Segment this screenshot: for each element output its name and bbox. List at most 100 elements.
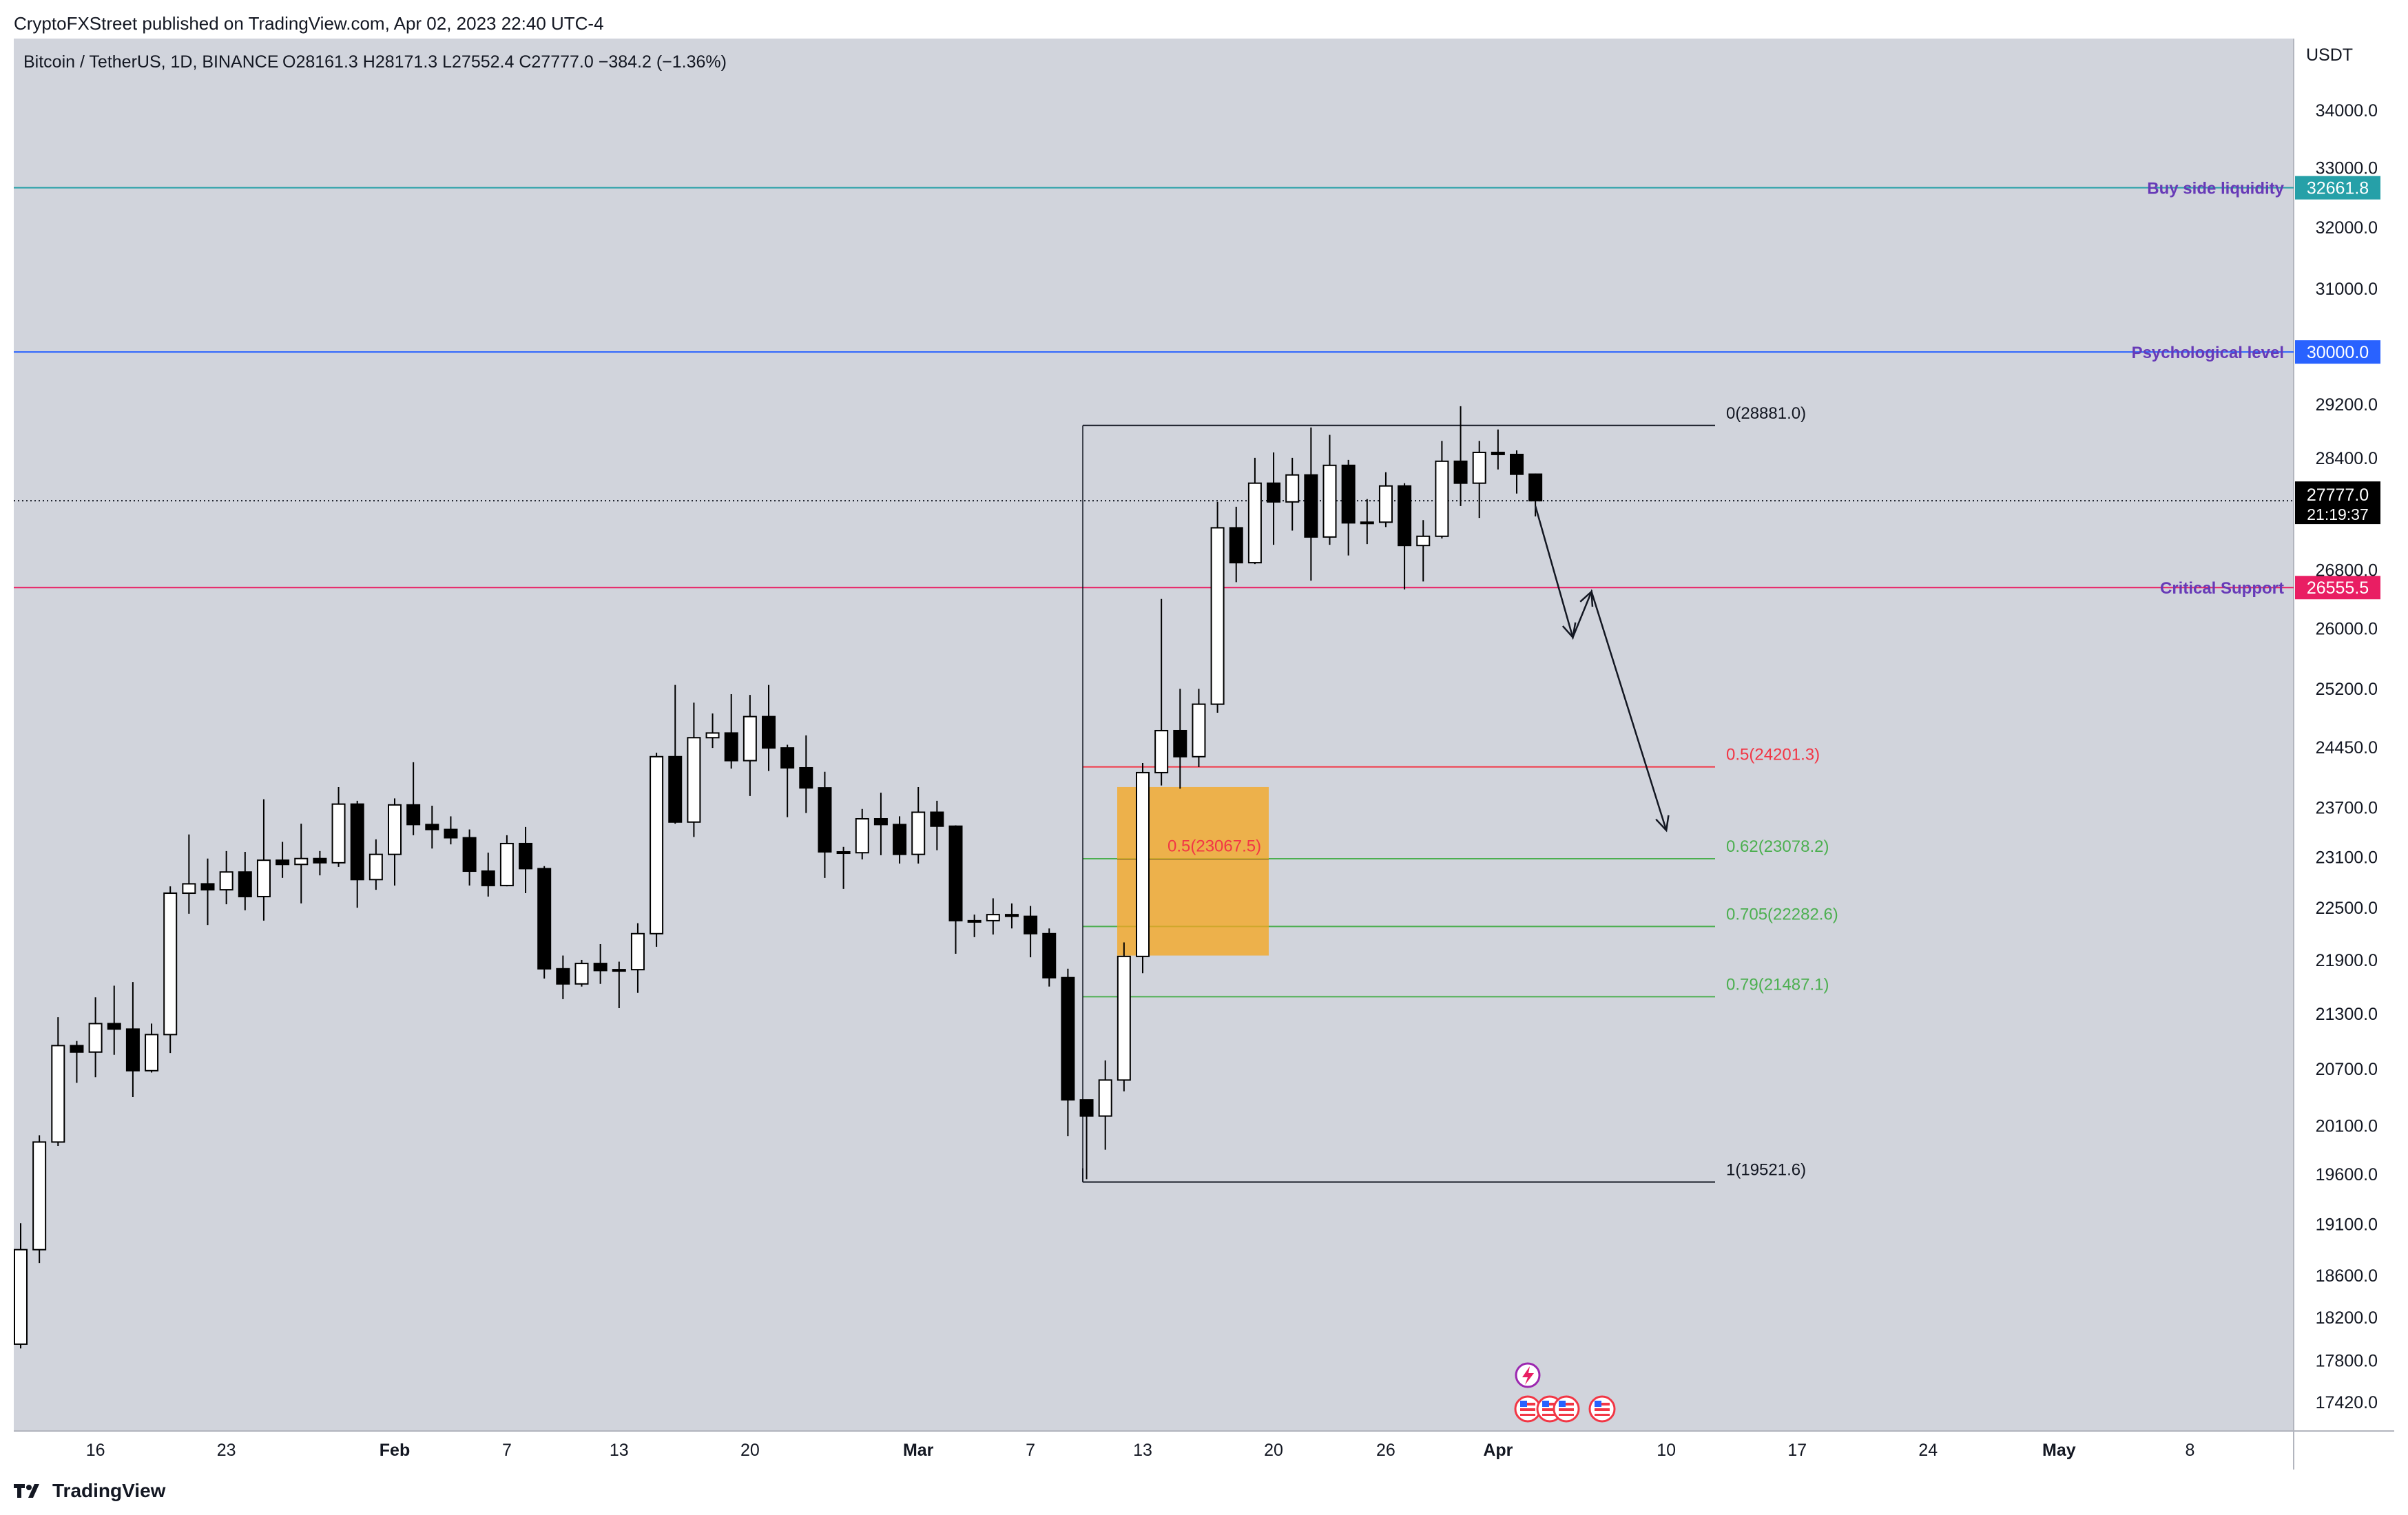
candle-2023-01-27[interactable] <box>294 824 309 903</box>
candle-2023-03-02[interactable] <box>930 800 944 850</box>
candle-2023-02-23[interactable] <box>799 735 813 813</box>
events-layer[interactable] <box>1514 1362 1616 1423</box>
candle-2023-02-04[interactable] <box>444 816 458 845</box>
candle-2023-03-25[interactable] <box>1360 499 1374 545</box>
candle-2023-02-19[interactable] <box>724 694 738 769</box>
candle-2023-01-15[interactable] <box>70 1041 84 1083</box>
candle-2023-03-03[interactable] <box>948 825 963 954</box>
candle-2023-03-16[interactable] <box>1192 689 1206 767</box>
candle-2023-02-28[interactable] <box>893 816 907 864</box>
candle-2023-03-09[interactable] <box>1061 968 1075 1136</box>
candle-2023-02-16[interactable] <box>668 685 683 824</box>
candle-body <box>313 857 327 864</box>
candle-2023-01-18[interactable] <box>125 982 140 1098</box>
candle-2023-02-08[interactable] <box>519 826 533 894</box>
x-tick-label-15: May <box>2042 1441 2076 1460</box>
candle-2023-01-20[interactable] <box>163 886 178 1054</box>
candle-2023-02-27[interactable] <box>873 793 888 855</box>
candle-2023-03-24[interactable] <box>1341 459 1356 556</box>
candle-body <box>1192 703 1206 758</box>
candle-2023-02-05[interactable] <box>462 829 477 886</box>
candle-2023-01-26[interactable] <box>276 842 290 878</box>
candle-2023-03-05[interactable] <box>986 898 1000 935</box>
candle-2023-02-14[interactable] <box>630 923 645 993</box>
candle-2023-02-24[interactable] <box>818 771 832 878</box>
candle-2023-02-20[interactable] <box>743 695 757 796</box>
candle-2023-01-21[interactable] <box>182 834 196 914</box>
candle-2023-03-10[interactable] <box>1079 1099 1094 1180</box>
candle-2023-02-17[interactable] <box>687 702 701 837</box>
candle-2023-03-27[interactable] <box>1398 483 1412 589</box>
candle-2023-03-01[interactable] <box>911 786 926 864</box>
candle-body <box>107 1023 121 1030</box>
candle-2023-04-02[interactable] <box>1510 450 1524 494</box>
candle-2023-02-26[interactable] <box>855 808 869 859</box>
price-axis[interactable]: 32661.8 30000.0 26555.5 27777.021:19:37 3400… <box>2295 101 2380 1412</box>
candle-2023-04-03[interactable] <box>1528 473 1543 516</box>
candle-2023-02-13[interactable] <box>612 961 626 1009</box>
candle-body <box>537 868 552 970</box>
candle-2023-03-14[interactable] <box>1154 598 1169 786</box>
candle-2023-02-03[interactable] <box>425 806 439 849</box>
candle-2023-03-07[interactable] <box>1024 906 1038 958</box>
candle-2023-03-22[interactable] <box>1304 427 1318 581</box>
us-flag-event-icon-0[interactable] <box>1514 1395 1542 1423</box>
candle-2023-03-17[interactable] <box>1210 501 1225 713</box>
candle-2023-02-15[interactable] <box>650 753 664 947</box>
candle-2023-02-22[interactable] <box>780 744 795 817</box>
candle-2023-01-13[interactable] <box>32 1135 47 1264</box>
candle-2023-03-13[interactable] <box>1136 763 1150 974</box>
candle-2023-03-19[interactable] <box>1247 457 1262 565</box>
candle-2023-03-28[interactable] <box>1416 520 1431 582</box>
candle-2023-01-29[interactable] <box>331 786 346 867</box>
time-axis[interactable]: 16 23 Feb 7 13 20 Mar 7 13 20 26 Apr 10 17 24 May 8 <box>86 1441 2195 1460</box>
candle-2023-01-12[interactable] <box>14 1223 28 1349</box>
candle-2023-01-31[interactable] <box>369 839 383 890</box>
candle-2023-01-28[interactable] <box>313 850 327 876</box>
candle-2023-03-21[interactable] <box>1285 457 1300 531</box>
candle-2023-02-18[interactable] <box>705 713 720 749</box>
candle-2023-03-12[interactable] <box>1117 942 1131 1091</box>
lightning-event-icon[interactable] <box>1515 1362 1541 1388</box>
candle-2023-01-23[interactable] <box>219 850 233 905</box>
candle-2023-03-04[interactable] <box>967 915 982 937</box>
candle-2023-01-19[interactable] <box>145 1023 159 1073</box>
candle-2023-02-07[interactable] <box>499 835 514 887</box>
candle-2023-03-31[interactable] <box>1472 441 1486 519</box>
candle-2023-01-22[interactable] <box>200 858 215 926</box>
candle-2023-03-26[interactable] <box>1378 472 1393 527</box>
candle-2023-03-06[interactable] <box>1004 903 1019 929</box>
candle-2023-02-25[interactable] <box>836 846 851 889</box>
candle-2023-04-01[interactable] <box>1491 429 1505 470</box>
candle-2023-03-08[interactable] <box>1042 928 1057 987</box>
candle-2023-02-10[interactable] <box>556 955 570 999</box>
candle-2023-03-23[interactable] <box>1322 435 1337 545</box>
candle-2023-01-16[interactable] <box>88 997 103 1078</box>
candle-2023-02-02[interactable] <box>406 762 421 835</box>
current-price-badge <box>2295 481 2380 525</box>
candle-2023-02-06[interactable] <box>481 853 495 897</box>
candle-2023-02-21[interactable] <box>762 685 776 771</box>
candle-2023-03-15[interactable] <box>1173 689 1187 789</box>
candle-2023-03-11[interactable] <box>1098 1060 1112 1150</box>
us-flag-event-icon-2[interactable] <box>1553 1395 1580 1423</box>
candle-2023-01-24[interactable] <box>238 852 252 910</box>
candle-2023-01-30[interactable] <box>350 800 364 908</box>
projection-path[interactable] <box>1534 505 1668 831</box>
candle-2023-03-20[interactable] <box>1267 452 1281 545</box>
candle-2023-03-18[interactable] <box>1229 506 1243 583</box>
x-tick-label-9: 20 <box>1264 1441 1283 1460</box>
candle-2023-02-12[interactable] <box>593 944 608 984</box>
candle-body <box>986 914 1000 921</box>
us-flag-event-icon-3[interactable] <box>1588 1395 1616 1423</box>
candle-2023-02-09[interactable] <box>537 866 552 979</box>
candle-2023-03-29[interactable] <box>1435 441 1449 539</box>
candle-2023-03-30[interactable] <box>1453 406 1468 506</box>
level-price-badge-1 <box>2295 340 2380 364</box>
candle-2023-01-25[interactable] <box>256 799 271 921</box>
candle-2023-01-14[interactable] <box>51 1017 65 1147</box>
candle-2023-01-17[interactable] <box>107 985 121 1055</box>
candle-2023-02-11[interactable] <box>574 959 589 987</box>
candle-2023-02-01[interactable] <box>388 798 402 886</box>
